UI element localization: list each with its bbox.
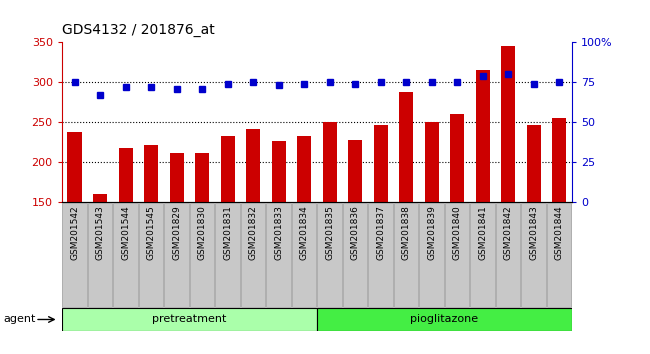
FancyBboxPatch shape [547, 203, 571, 307]
Text: GSM201835: GSM201835 [325, 205, 334, 260]
Bar [62, 308, 317, 331]
Text: GSM201829: GSM201829 [172, 205, 181, 260]
FancyBboxPatch shape [190, 203, 214, 307]
Text: pioglitazone: pioglitazone [410, 314, 478, 325]
FancyBboxPatch shape [164, 203, 188, 307]
Text: GSM201833: GSM201833 [274, 205, 283, 260]
Bar [450, 114, 464, 202]
Text: GSM201543: GSM201543 [96, 205, 105, 260]
Text: GSM201836: GSM201836 [350, 205, 359, 260]
Bar [272, 141, 285, 202]
Text: GSM201839: GSM201839 [427, 205, 436, 260]
Bar [552, 118, 566, 202]
Text: GSM201832: GSM201832 [248, 205, 257, 260]
Bar [476, 70, 489, 202]
Text: GSM201843: GSM201843 [529, 205, 538, 260]
FancyBboxPatch shape [88, 203, 112, 307]
Text: GSM201830: GSM201830 [198, 205, 207, 260]
Bar [144, 145, 158, 202]
Bar [424, 122, 439, 202]
FancyBboxPatch shape [139, 203, 163, 307]
FancyBboxPatch shape [317, 203, 342, 307]
Bar [93, 194, 107, 202]
FancyBboxPatch shape [419, 203, 444, 307]
FancyBboxPatch shape [241, 203, 265, 307]
Bar [399, 92, 413, 202]
FancyBboxPatch shape [496, 203, 521, 307]
Text: agent: agent [3, 314, 36, 325]
FancyBboxPatch shape [445, 203, 469, 307]
Text: GSM201841: GSM201841 [478, 205, 488, 260]
Bar [501, 46, 515, 202]
FancyBboxPatch shape [113, 203, 138, 307]
Text: pretreatment: pretreatment [152, 314, 226, 325]
Text: GSM201831: GSM201831 [223, 205, 232, 260]
Text: GSM201838: GSM201838 [402, 205, 411, 260]
Bar [170, 153, 183, 202]
Text: GSM201545: GSM201545 [146, 205, 155, 260]
Bar [317, 308, 572, 331]
Text: GSM201837: GSM201837 [376, 205, 385, 260]
Bar [220, 136, 235, 202]
FancyBboxPatch shape [471, 203, 495, 307]
Bar [374, 125, 387, 202]
Bar [297, 136, 311, 202]
Bar [246, 129, 260, 202]
Bar [118, 148, 133, 202]
FancyBboxPatch shape [521, 203, 546, 307]
FancyBboxPatch shape [62, 203, 86, 307]
FancyBboxPatch shape [266, 203, 291, 307]
Text: GSM201844: GSM201844 [554, 205, 564, 259]
FancyBboxPatch shape [292, 203, 317, 307]
Text: GSM201842: GSM201842 [504, 205, 513, 259]
FancyBboxPatch shape [343, 203, 367, 307]
Text: GDS4132 / 201876_at: GDS4132 / 201876_at [62, 23, 214, 37]
Text: GSM201834: GSM201834 [300, 205, 309, 260]
Bar [348, 140, 362, 202]
FancyBboxPatch shape [215, 203, 240, 307]
FancyBboxPatch shape [394, 203, 419, 307]
Bar [68, 132, 81, 202]
Bar [526, 125, 541, 202]
Bar [195, 153, 209, 202]
Text: GSM201544: GSM201544 [121, 205, 130, 259]
Text: GSM201840: GSM201840 [452, 205, 462, 260]
Text: GSM201542: GSM201542 [70, 205, 79, 259]
FancyBboxPatch shape [369, 203, 393, 307]
Bar [322, 122, 337, 202]
